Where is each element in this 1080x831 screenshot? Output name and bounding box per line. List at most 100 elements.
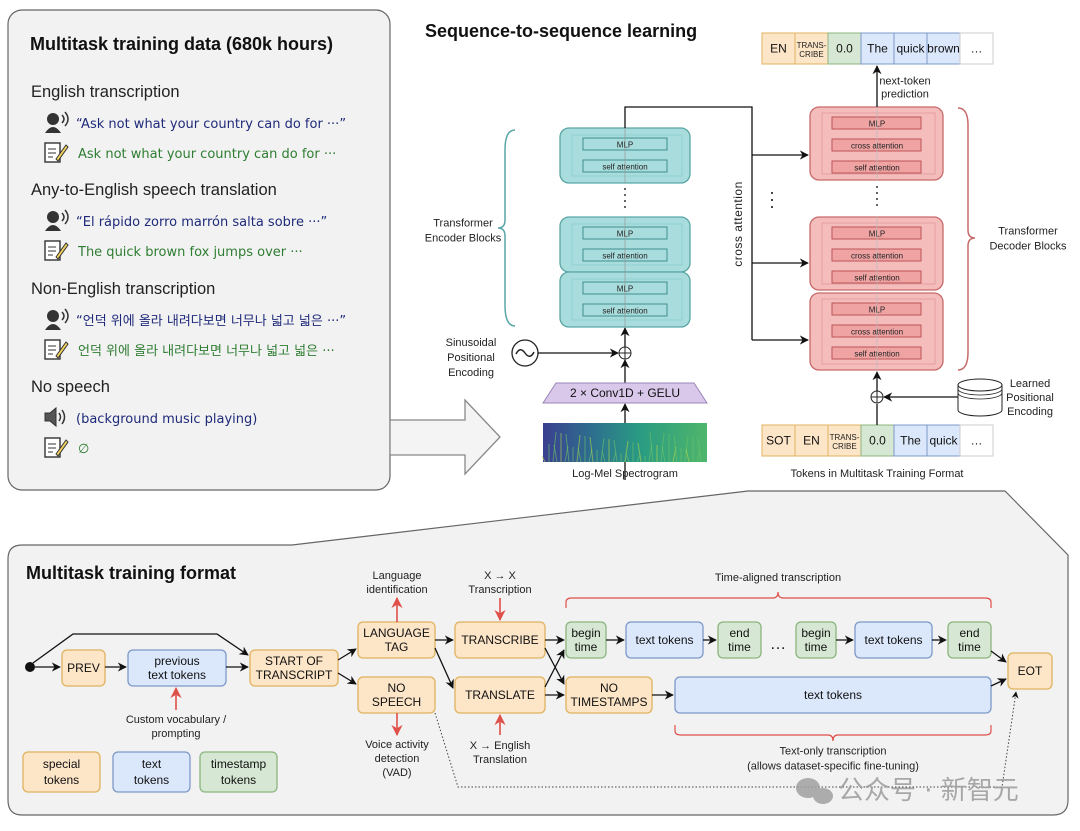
text-only-note: Text-only transcription (allows dataset-s… xyxy=(747,746,919,773)
arrow xyxy=(32,633,249,664)
custom-vocab-note-line: Custom vocabulary / xyxy=(126,714,227,726)
token-cell xyxy=(827,424,862,457)
x-to-x-note-line: Transcription xyxy=(468,584,531,596)
arrow xyxy=(624,106,753,340)
begin-time-token-label-line: time xyxy=(575,640,598,654)
spectrogram-image xyxy=(543,423,707,462)
legend-special: special tokens xyxy=(22,751,101,793)
prev-token-label-line: PREV xyxy=(67,661,100,675)
text-only-note-line: (allows dataset-specific fine-tuning) xyxy=(747,761,919,773)
legend-timestamp-label: timestamp tokens xyxy=(211,757,267,787)
token-label: quick xyxy=(896,42,925,56)
token-label-line: TRANS- xyxy=(830,433,860,442)
learned-positional-encoding-label: Learned Positional Encoding xyxy=(1006,378,1054,418)
text-tokens-segment-label-line: text tokens xyxy=(635,633,693,647)
legend-text: text tokens xyxy=(112,751,191,793)
next-token-prediction-label-line: next-token xyxy=(879,76,930,88)
residual-frame xyxy=(821,222,936,285)
vad-note-line: Voice activity xyxy=(365,739,429,751)
decoder-brace xyxy=(957,107,976,371)
token-label: EN xyxy=(770,42,787,56)
decoder-blocks-label-line: Transformer xyxy=(998,226,1058,238)
residual-frame xyxy=(571,223,683,266)
translate-token: TRANSLATE xyxy=(454,676,546,714)
training-data-panel xyxy=(7,9,391,491)
token-cell xyxy=(794,424,829,457)
arrow xyxy=(337,648,357,661)
previous-text-tokens-label-line: previous xyxy=(154,654,199,668)
section-heading: No speech xyxy=(31,378,110,396)
vad-note: Voice activity detection (VAD) xyxy=(365,739,429,779)
end-time-token-label-line: time xyxy=(958,640,981,654)
arrow xyxy=(544,647,565,685)
custom-vocab-note-line: prompting xyxy=(152,728,201,740)
language-id-note-line: Language xyxy=(373,570,422,582)
section-heading: Any-to-English speech translation xyxy=(31,181,277,199)
training-data-title: Multitask training data (680k hours) xyxy=(30,34,333,54)
mlp-layer-box xyxy=(831,226,922,240)
eot-token-box xyxy=(1007,652,1053,690)
token-cell xyxy=(893,424,928,457)
x-to-english-note-line: X → English xyxy=(470,740,531,752)
token-cell xyxy=(959,424,994,457)
transcribe-token: TRANSCRIBE xyxy=(454,621,546,659)
learned-positional-encoding-label-line: Learned xyxy=(1010,378,1050,390)
legend-special-label-line: tokens xyxy=(44,773,79,787)
end-time-token-label-line: end xyxy=(729,626,749,640)
encoder-blocks-label-line: Encoder Blocks xyxy=(425,233,502,245)
residual-frame xyxy=(571,278,683,321)
input-tokens-label: Tokens in Multitask Training Format xyxy=(790,468,963,480)
text-tokens-full-label-line: text tokens xyxy=(804,688,862,702)
sine-wave-icon xyxy=(515,349,535,357)
x-to-x-note-line: X → X xyxy=(484,570,516,582)
time-aligned-note: Time-aligned transcription xyxy=(715,572,841,584)
cross-attention-layer-box xyxy=(831,324,922,338)
token-label-line: EN xyxy=(770,42,787,56)
transcript-example: Ask not what your country can do for ··· xyxy=(78,147,336,162)
no-speech-token-label-line: SPEECH xyxy=(372,695,421,709)
note-pencil-icon xyxy=(44,240,69,261)
note-pencil-icon xyxy=(44,339,69,360)
token-label-line: 0.0 xyxy=(869,434,886,448)
eot-token-label: EOT xyxy=(1018,664,1043,678)
custom-vocab-note: Custom vocabulary / prompting xyxy=(126,714,227,740)
embedding-table-icon xyxy=(957,378,1003,417)
end-time-token-label-line: time xyxy=(728,640,751,654)
cross-attention-layer-box xyxy=(831,138,922,152)
next-token-prediction-label-line: prediction xyxy=(881,89,929,101)
token-label: 0.0 xyxy=(836,42,853,56)
time-aligned-brace xyxy=(565,591,992,608)
vad-note-line: (VAD) xyxy=(382,767,411,779)
conv-layer xyxy=(542,382,708,404)
section-heading: Non-English transcription xyxy=(31,280,215,298)
token-label-line: brown xyxy=(927,42,960,56)
token-cell xyxy=(893,32,928,65)
residual-frame xyxy=(571,134,683,177)
vad-note-line: detection xyxy=(375,753,420,765)
audio-example: “언덕 위에 올라 내려다보면 너무나 넓고 넓은 ···” xyxy=(76,314,346,329)
text-tokens-segment-label-line: text tokens xyxy=(864,633,922,647)
arrow xyxy=(544,649,565,688)
arrow xyxy=(990,678,1007,687)
token-label-line: CRIBE xyxy=(799,50,823,59)
translate-token-label-line: TRANSLATE xyxy=(465,688,535,702)
token-label: TRANS-CRIBE xyxy=(830,433,860,451)
conv-label: 2 × Conv1D + GELU xyxy=(570,386,680,400)
legend-special-box xyxy=(22,751,101,793)
token-label-line: SOT xyxy=(766,434,791,448)
eot-token-label-line: EOT xyxy=(1018,664,1043,678)
